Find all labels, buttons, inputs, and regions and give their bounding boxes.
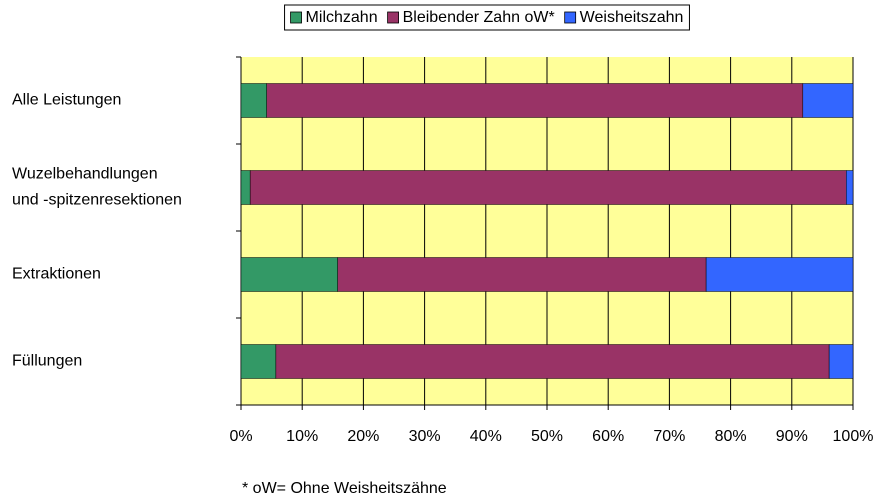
x-tick-label: 30% bbox=[409, 428, 441, 445]
x-tick-label: 20% bbox=[347, 428, 379, 445]
x-tick-label: 90% bbox=[776, 428, 808, 445]
bar-segment bbox=[275, 344, 830, 379]
legend-label: Bleibender Zahn oW* bbox=[403, 9, 555, 26]
legend: Milchzahn Bleibender Zahn oW* Weisheitszah… bbox=[284, 4, 690, 31]
legend-swatch bbox=[387, 11, 399, 24]
bar-segment bbox=[802, 83, 854, 118]
bar-segment bbox=[240, 257, 338, 292]
x-tick-label: 0% bbox=[229, 428, 252, 445]
legend-label: Milchzahn bbox=[306, 9, 378, 26]
y-tick-label: Wuzelbehandlungen und -spitzenresektionen bbox=[12, 166, 182, 209]
x-tick-label: 70% bbox=[653, 428, 685, 445]
x-tick-label: 40% bbox=[470, 428, 502, 445]
legend-swatch bbox=[564, 11, 577, 24]
x-tick-label: 50% bbox=[531, 428, 563, 445]
legend-swatch bbox=[290, 11, 302, 24]
bar-segment bbox=[240, 83, 267, 118]
footnote: * oW= Ohne Weisheitszähne bbox=[242, 480, 447, 497]
y-tick-label-line: Wuzelbehandlungen bbox=[12, 166, 158, 183]
y-tick-label-line: und -spitzenresektionen bbox=[12, 192, 182, 209]
x-tick-label: 100% bbox=[833, 428, 874, 445]
x-tick-label: 10% bbox=[286, 428, 318, 445]
bar-segment bbox=[249, 170, 847, 205]
x-tick-label: 60% bbox=[592, 428, 624, 445]
bar-segment bbox=[240, 170, 251, 205]
bar-segment bbox=[846, 170, 854, 205]
x-tick-label: 80% bbox=[715, 428, 747, 445]
legend-box bbox=[284, 4, 690, 31]
bar-segment bbox=[240, 344, 277, 379]
y-tick-label: Alle Leistungen bbox=[12, 92, 121, 109]
y-tick-label: Füllungen bbox=[12, 353, 82, 370]
bar-segment bbox=[705, 257, 854, 292]
bar-segment bbox=[828, 344, 854, 379]
bar-segment bbox=[337, 257, 707, 292]
y-tick-label: Extraktionen bbox=[12, 266, 101, 283]
bar-segment bbox=[266, 83, 804, 118]
legend-label: Weisheitszahn bbox=[580, 9, 684, 26]
